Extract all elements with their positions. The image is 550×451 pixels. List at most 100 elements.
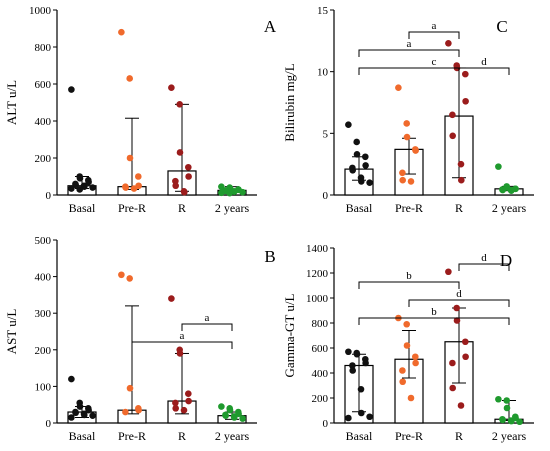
data-point	[168, 295, 175, 302]
significance-label: a	[180, 330, 185, 342]
data-point	[126, 75, 133, 82]
data-point	[508, 417, 515, 425]
y-tick-label: 600	[35, 79, 52, 91]
data-point	[76, 403, 84, 410]
data-point	[118, 28, 125, 36]
significance-label: b	[406, 270, 412, 282]
y-axis-title: AST u/L	[4, 309, 19, 355]
data-point	[366, 179, 373, 186]
data-point	[449, 111, 456, 119]
data-point	[357, 385, 365, 393]
data-point	[412, 359, 419, 367]
data-point	[462, 97, 469, 105]
data-point	[89, 184, 96, 191]
x-tick-label: 2 years	[492, 429, 527, 443]
data-point	[449, 384, 456, 392]
data-point	[81, 411, 88, 419]
data-point	[126, 275, 133, 282]
data-point	[218, 403, 225, 410]
x-tick-label: Basal	[346, 201, 373, 215]
y-tick-label: 1200	[306, 268, 329, 280]
chart-panel-b: 0 100 200 300 400 500 AST u/L B Basal Pre-R R 2 yea…	[4, 235, 276, 443]
data-point	[445, 40, 452, 47]
data-point	[358, 409, 365, 417]
data-point	[226, 406, 234, 414]
data-point	[126, 384, 134, 392]
data-point	[449, 359, 456, 367]
significance-label: a	[407, 38, 412, 50]
data-point	[76, 186, 83, 193]
data-point	[403, 320, 410, 328]
chart-panel-d: 0 200 400 600 800 1000 1200 1400 Gamma-GT u/L D Ba…	[282, 243, 534, 443]
data-point	[499, 416, 506, 424]
data-point	[399, 378, 406, 386]
y-tick-label: 500	[35, 235, 52, 247]
data-point	[68, 86, 75, 93]
data-point	[503, 404, 511, 412]
panel-letter: B	[264, 247, 275, 266]
data-point	[412, 353, 419, 361]
data-point	[407, 178, 415, 185]
data-point	[168, 84, 175, 91]
y-tick-label: 0	[46, 190, 52, 202]
chart-panel-a: 0 200 400 600 800 1000 ALT u/L A Basal Pre-R R 2 ye…	[4, 5, 277, 215]
data-point	[239, 188, 246, 196]
y-tick-label: 200	[312, 393, 329, 405]
data-point	[122, 408, 129, 416]
y-tick-label: 0	[46, 418, 52, 430]
data-point	[130, 185, 138, 192]
data-point	[85, 178, 92, 186]
data-point	[353, 350, 361, 358]
data-point	[172, 405, 179, 412]
data-point	[462, 338, 469, 346]
significance-bracket	[458, 67, 510, 75]
data-point	[185, 163, 192, 171]
data-point	[68, 375, 75, 383]
data-point	[122, 184, 129, 191]
data-point	[349, 167, 356, 174]
data-point	[395, 84, 402, 91]
data-point	[453, 317, 461, 324]
y-tick-label: 1000	[306, 293, 329, 305]
y-tick-label: 0	[323, 190, 329, 202]
y-tick-label: 400	[35, 116, 52, 128]
x-tick-label: R	[455, 429, 463, 443]
y-axis-title: Bilirubin mg/L	[282, 63, 297, 141]
y-tick-label: 5	[323, 128, 329, 140]
data-point	[68, 414, 75, 421]
panel-letter: A	[264, 17, 277, 36]
data-point	[181, 188, 188, 196]
y-tick-label: 300	[35, 308, 52, 320]
x-tick-label: Basal	[69, 429, 96, 443]
significance-bracket	[458, 263, 510, 271]
data-point	[403, 342, 411, 349]
data-point	[89, 412, 96, 419]
data-point	[445, 268, 452, 276]
data-point	[135, 173, 142, 180]
data-point	[457, 402, 465, 409]
data-point	[366, 413, 373, 421]
significance-bracket	[408, 299, 510, 307]
data-point	[453, 304, 460, 312]
data-point	[180, 406, 188, 414]
y-tick-label: 200	[35, 153, 52, 165]
data-point	[362, 162, 369, 169]
y-tick-label: 400	[312, 368, 329, 380]
x-tick-label: R	[455, 201, 463, 215]
data-point	[349, 362, 356, 369]
data-point	[358, 178, 365, 185]
data-point	[218, 189, 225, 197]
y-tick-label: 100	[35, 381, 52, 393]
data-point	[176, 101, 183, 108]
data-point	[231, 414, 238, 421]
data-point	[349, 367, 356, 374]
data-point	[72, 181, 79, 189]
data-point	[172, 399, 179, 407]
data-point	[72, 409, 79, 417]
data-point	[495, 395, 502, 403]
significance-label: a	[432, 20, 437, 32]
data-point	[126, 154, 134, 162]
data-point	[345, 348, 352, 356]
data-point	[353, 138, 360, 146]
